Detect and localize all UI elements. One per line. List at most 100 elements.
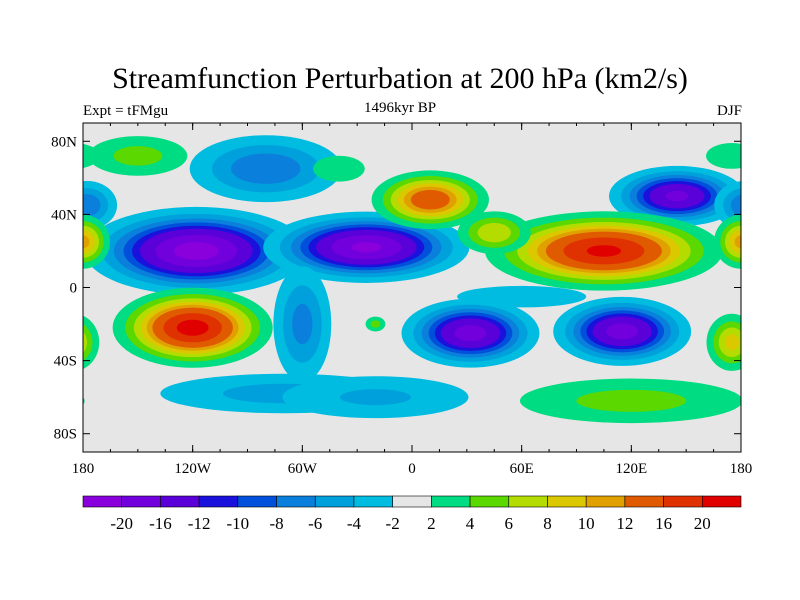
contour-level-4 xyxy=(370,320,381,328)
contour-level--6 xyxy=(0,307,13,356)
colorbar-swatch xyxy=(198,495,239,508)
colorbar-swatch xyxy=(701,495,742,508)
colorbar-label: 2 xyxy=(427,514,436,533)
colorbar-swatch xyxy=(431,495,471,508)
contour-level--8 xyxy=(0,310,6,352)
colorbar-swatch xyxy=(469,495,510,508)
y-tick-label: 80S xyxy=(54,427,77,443)
contour-level-8 xyxy=(0,226,22,277)
colorbar-swatch xyxy=(314,495,355,508)
contour-level-10 xyxy=(734,235,741,249)
colorbar-label: 6 xyxy=(505,514,514,533)
colorbar-swatch xyxy=(547,495,587,508)
contour-level-4 xyxy=(0,390,28,412)
y-tick-label: 40N xyxy=(51,207,77,223)
colorbar-swatch xyxy=(82,495,123,508)
contour-level-20 xyxy=(586,245,622,257)
contour-level-4 xyxy=(83,324,93,361)
contour-level-10 xyxy=(83,235,90,249)
colorbar-swatch xyxy=(663,495,703,508)
colorbar-swatch xyxy=(237,495,277,508)
time-label: 1496kyr BP xyxy=(363,100,437,116)
contour-level-6 xyxy=(0,222,33,280)
contour-level--10 xyxy=(0,181,53,211)
contour-level-2 xyxy=(83,143,100,168)
colorbar-label: -10 xyxy=(226,514,249,533)
contour-level--6 xyxy=(231,153,301,184)
contour-level-2 xyxy=(313,155,365,182)
contour-level-12 xyxy=(0,232,4,271)
chart-title: Streamfunction Perturbation at 200 hPa (… xyxy=(112,62,688,95)
colorbar-label: -8 xyxy=(269,514,283,533)
experiment-label: Expt = tFMgu xyxy=(83,103,169,119)
colorbar-label: 20 xyxy=(694,514,711,533)
colorbar-swatch xyxy=(276,495,316,508)
contour-level-6 xyxy=(792,298,800,357)
colorbar-label: -4 xyxy=(347,514,362,533)
contour-level-6 xyxy=(477,222,511,243)
contour-level--6 xyxy=(83,194,101,217)
x-tick-label: 60W xyxy=(288,461,318,477)
colorbar-swatch xyxy=(624,495,664,508)
y-tick-label: 0 xyxy=(70,281,78,297)
colorbar-swatch xyxy=(392,495,432,508)
contour-field xyxy=(0,135,800,424)
colorbar-label: 16 xyxy=(655,514,672,533)
contour-level--6 xyxy=(730,194,741,216)
contour-level-8 xyxy=(67,334,81,350)
contour-level--4 xyxy=(0,303,21,360)
colorbar-label: 10 xyxy=(578,514,595,533)
contour-level--10 xyxy=(790,226,800,276)
contour-level-12 xyxy=(410,189,450,210)
contour-level--2 xyxy=(457,285,587,308)
y-tick-label: 80N xyxy=(51,134,77,150)
contour-level-2 xyxy=(83,396,85,405)
axis-ticks: 180 120W 60W 0 60E 120E 180 80N 40N 0 40S 80S xyxy=(51,123,752,477)
colorbar-swatch xyxy=(508,495,548,508)
contour-level--4 xyxy=(760,214,800,288)
contour-level--16 xyxy=(606,323,639,340)
contour-level--4 xyxy=(723,188,741,223)
colorbar-label: 8 xyxy=(543,514,552,533)
contour-level--8 xyxy=(782,222,800,279)
colorbar-label: -12 xyxy=(188,514,211,533)
contour-level-4 xyxy=(771,146,800,166)
season-label: DJF xyxy=(716,103,742,119)
colorbar: -20 -16 -12 -10 -8 -6 -4 -2 2 4 6 8 10 12 16 20 xyxy=(82,495,742,533)
contour-level-10 xyxy=(0,229,13,274)
colorbar-label: -2 xyxy=(386,514,400,533)
contour-level--6 xyxy=(772,219,800,284)
contour-level-4 xyxy=(113,146,163,166)
contour-level-2 xyxy=(746,136,800,176)
contour-level--20 xyxy=(173,242,219,260)
colorbar-swatch xyxy=(160,495,200,508)
contour-level--2 xyxy=(0,297,33,366)
contour-level-8 xyxy=(724,334,739,351)
contour-level-4 xyxy=(783,294,800,361)
colorbar-swatch xyxy=(585,495,626,508)
colorbar-swatch xyxy=(121,495,161,508)
x-tick-label: 120W xyxy=(174,461,212,477)
colorbar-label: -16 xyxy=(149,514,172,533)
contour-level--16 xyxy=(8,191,31,201)
colorbar-label: -20 xyxy=(110,514,133,533)
x-tick-label: 0 xyxy=(408,461,416,477)
contour-level--16 xyxy=(665,191,689,202)
contour-level-4 xyxy=(0,218,46,285)
contour-level--16 xyxy=(454,325,487,342)
colorbar-label: 4 xyxy=(466,514,475,533)
contour-level-2 xyxy=(706,142,741,169)
contour-level--2 xyxy=(742,207,800,295)
contour-level--6 xyxy=(292,303,313,345)
x-tick-label: 180 xyxy=(730,461,753,477)
contour-level-6 xyxy=(83,331,88,353)
contour-level--20 xyxy=(351,242,382,253)
x-tick-label: 180 xyxy=(72,461,95,477)
y-tick-label: 40S xyxy=(54,354,77,370)
colorbar-swatch xyxy=(353,495,393,508)
x-tick-label: 120E xyxy=(615,461,647,477)
contour-level-4 xyxy=(576,389,687,412)
colorbar-label: 12 xyxy=(616,514,633,533)
contour-level-20 xyxy=(176,319,209,336)
